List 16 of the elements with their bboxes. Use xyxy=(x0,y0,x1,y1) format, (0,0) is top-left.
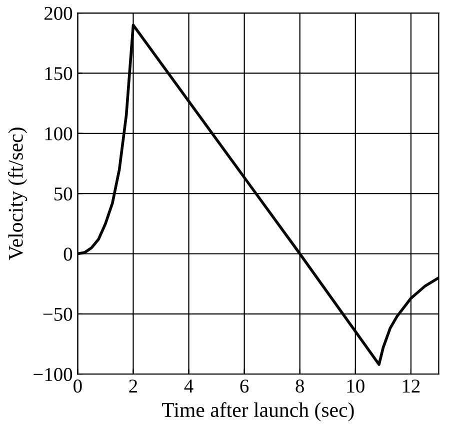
x-tick-label: 8 xyxy=(296,380,304,393)
x-tick-label: 0 xyxy=(74,380,82,393)
y-tick-label: 150 xyxy=(45,67,72,80)
x-tick-label: 12 xyxy=(402,380,420,392)
y-tick-label: 100 xyxy=(45,127,72,140)
y-tick-label: 50 xyxy=(54,187,72,201)
y-tick-label: 0 xyxy=(64,248,72,261)
x-tick-label: 6 xyxy=(240,380,249,393)
x-axis-title: Time after launch (sec) xyxy=(162,402,354,422)
y-tick-label: 200 xyxy=(44,6,72,20)
x-tick-label: 10 xyxy=(347,380,364,393)
y-tick-label: −50 xyxy=(43,308,72,321)
y-tick-label: −100 xyxy=(34,368,72,382)
x-tick-label: 2 xyxy=(129,380,138,392)
y-axis-title: Velocity (ft/sec) xyxy=(8,128,28,260)
x-tick-label: 4 xyxy=(184,380,194,392)
